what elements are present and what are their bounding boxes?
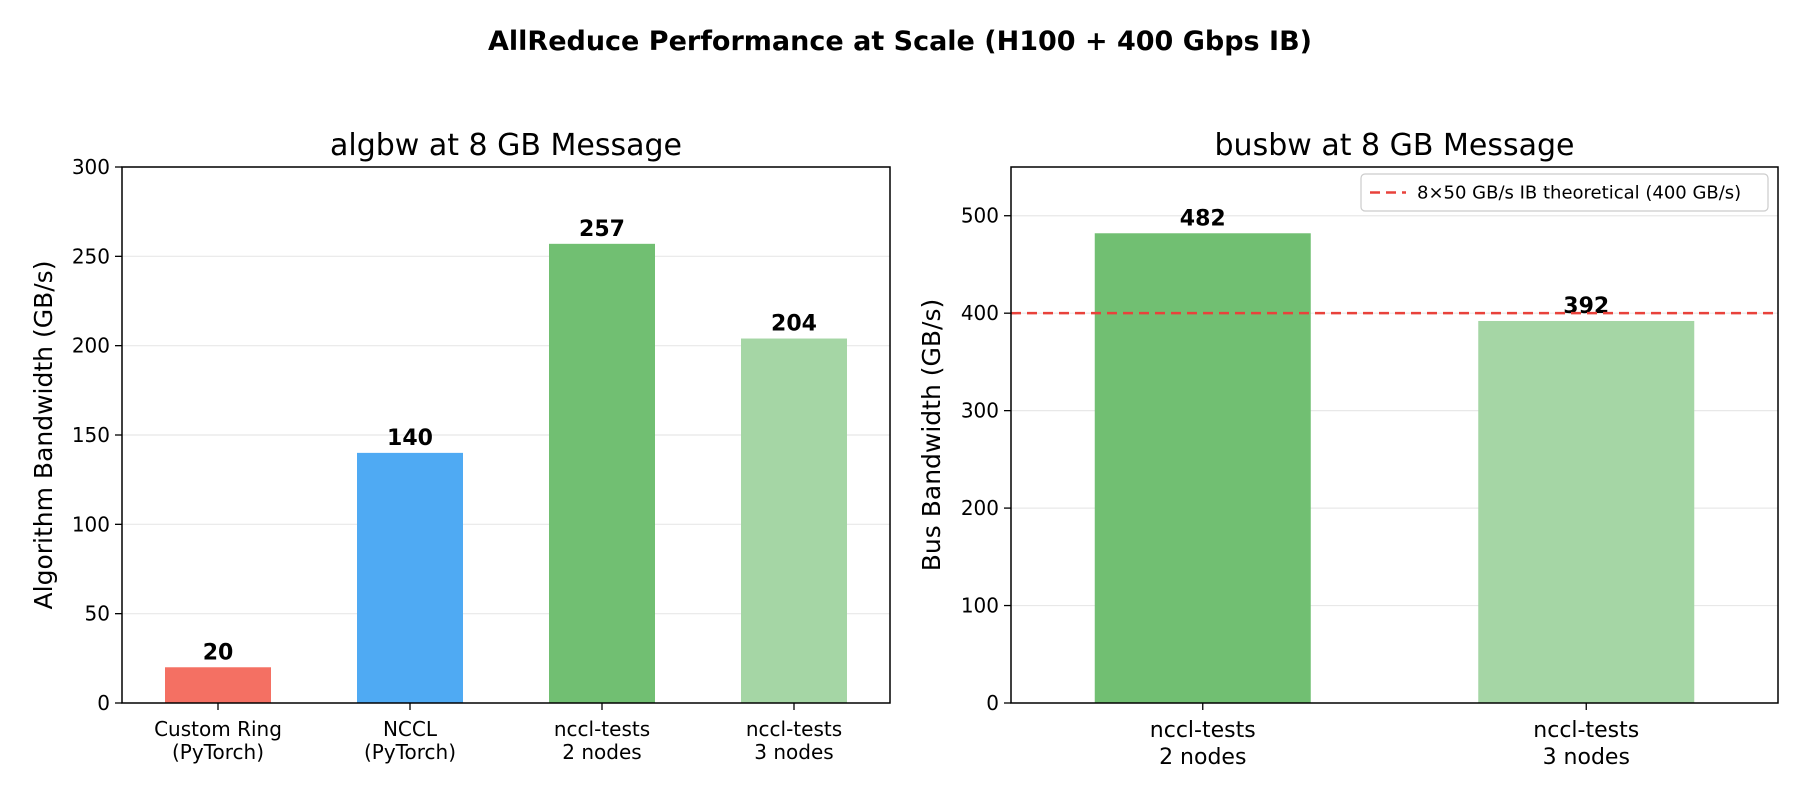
y-tick-label: 300 xyxy=(961,399,999,423)
chart-title: busbw at 8 GB Message xyxy=(1215,128,1575,163)
y-tick-label: 250 xyxy=(72,244,110,268)
x-tick-label-line: nccl-tests xyxy=(554,717,650,741)
bar-2 xyxy=(357,452,463,703)
y-tick-label: 200 xyxy=(72,334,110,358)
x-tick-label: nccl-tests 2 nodes xyxy=(1150,718,1256,770)
x-tick-label-line: 2 nodes xyxy=(562,740,641,764)
y-tick-label: 100 xyxy=(72,512,110,536)
x-tick-label-line: 3 nodes xyxy=(754,740,833,764)
bar-4 xyxy=(741,338,847,703)
bar-1 xyxy=(1094,233,1311,703)
x-tick-label-line: nccl-tests xyxy=(746,717,842,741)
y-tick-label: 400 xyxy=(961,301,999,325)
x-tick-label-line: Custom Ring xyxy=(154,717,282,741)
algbw-chart: 20 140 257 204 0 50 100 150 200 250 300 Custom Ring… xyxy=(29,128,891,764)
x-tick-label: nccl-tests 3 nodes xyxy=(1533,718,1639,770)
y-tick-label: 500 xyxy=(961,204,999,228)
bar-value-label: 257 xyxy=(579,217,625,242)
y-tick-label: 300 xyxy=(72,155,110,179)
x-tick-label-line: nccl-tests xyxy=(1533,718,1639,743)
legend-box xyxy=(1360,173,1769,212)
bar-1 xyxy=(165,667,271,703)
bar-3 xyxy=(549,243,655,703)
x-tick-label: nccl-tests 2 nodes xyxy=(554,717,650,764)
bar-value-label: 482 xyxy=(1180,206,1226,231)
x-tick-label: NCCL (PyTorch) xyxy=(364,717,456,764)
y-tick-label: 0 xyxy=(986,691,999,715)
busbw-chart: 482 392 8×50 GB/s IB theoretical (400 GB/s… xyxy=(917,128,1779,770)
y-tick-label: 100 xyxy=(961,594,999,618)
legend-label: 8×50 GB/s IB theoretical (400 GB/s) xyxy=(1417,183,1741,204)
x-tick-label: nccl-tests 3 nodes xyxy=(746,717,842,764)
bar-value-label: 204 xyxy=(771,312,817,337)
figure-title: AllReduce Performance at Scale (H100 + 4… xyxy=(488,26,1312,57)
x-tick-label: Custom Ring (PyTorch) xyxy=(154,717,282,764)
x-tick-label-line: NCCL xyxy=(383,717,438,741)
x-tick-label-line: (PyTorch) xyxy=(364,740,456,764)
bar-value-label: 140 xyxy=(387,426,433,451)
bar-value-label: 392 xyxy=(1563,294,1609,319)
x-tick-label-line: 3 nodes xyxy=(1543,745,1630,770)
legend: 8×50 GB/s IB theoretical (400 GB/s) xyxy=(1360,173,1769,212)
x-tick-label-line: 2 nodes xyxy=(1159,745,1246,770)
x-tick-label-line: (PyTorch) xyxy=(172,740,264,764)
y-axis-label: Bus Bandwidth (GB/s) xyxy=(917,299,946,572)
y-tick-label: 150 xyxy=(72,423,110,447)
axes-frame xyxy=(1010,166,1779,704)
y-axis-label: Algorithm Bandwidth (GB/s) xyxy=(29,261,58,610)
y-tick-label: 50 xyxy=(85,602,110,626)
bar-2 xyxy=(1478,320,1695,703)
y-tick-label: 0 xyxy=(97,691,110,715)
y-tick-label: 200 xyxy=(961,496,999,520)
chart-title: algbw at 8 GB Message xyxy=(330,128,682,163)
x-tick-label-line: nccl-tests xyxy=(1150,718,1256,743)
bar-value-label: 20 xyxy=(203,640,234,665)
